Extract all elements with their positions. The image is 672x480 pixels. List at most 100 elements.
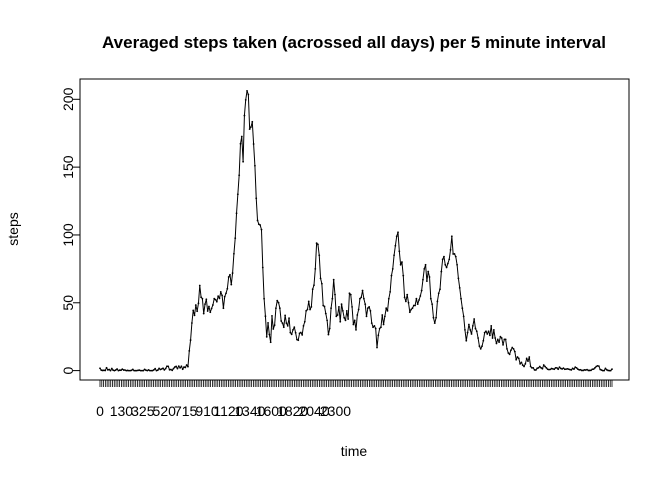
data-point <box>293 326 296 329</box>
data-point <box>520 361 523 364</box>
x-tick-label: 130 <box>110 403 134 419</box>
data-point <box>528 356 531 358</box>
data-point <box>134 369 137 372</box>
data-point <box>310 305 313 308</box>
data-point <box>331 297 334 300</box>
data-point <box>481 345 483 348</box>
data-point <box>219 291 222 293</box>
data-point <box>328 327 331 330</box>
data-point <box>103 369 105 372</box>
data-point <box>374 327 377 330</box>
data-point <box>460 297 462 300</box>
data-point <box>454 255 457 258</box>
data-point <box>424 263 427 266</box>
data-point <box>609 369 612 372</box>
data-point <box>485 330 487 333</box>
data-point <box>247 93 250 96</box>
data-point <box>382 323 385 326</box>
data-point <box>254 164 256 167</box>
data-point <box>608 369 611 372</box>
data-point <box>339 320 342 323</box>
data-point <box>461 307 464 310</box>
data-point <box>394 244 397 247</box>
data-point <box>387 297 390 300</box>
data-point <box>236 193 239 196</box>
data-point <box>422 278 424 281</box>
data-point <box>341 310 344 312</box>
data-point <box>188 350 191 352</box>
data-point <box>162 367 164 370</box>
data-point <box>208 305 210 308</box>
data-point <box>252 143 255 145</box>
data-point <box>197 302 200 305</box>
data-point <box>130 369 133 372</box>
data-point <box>156 369 159 372</box>
data-point <box>372 326 374 329</box>
data-point <box>180 365 183 368</box>
data-point <box>431 303 434 306</box>
data-point <box>478 345 481 348</box>
data-point <box>506 348 508 350</box>
data-point <box>290 333 293 336</box>
data-point <box>163 369 166 371</box>
data-point <box>271 315 273 317</box>
x-tick-label: 520 <box>153 403 177 419</box>
data-point <box>376 346 378 349</box>
data-point <box>402 274 405 277</box>
data-point <box>302 324 305 327</box>
data-point <box>395 235 398 238</box>
data-point <box>259 224 262 226</box>
data-point <box>176 367 179 370</box>
data-point <box>533 369 536 371</box>
data-point <box>555 366 558 369</box>
data-point <box>284 314 287 317</box>
data-point <box>345 310 348 312</box>
data-point <box>233 252 235 255</box>
data-point <box>436 300 439 303</box>
data-point <box>370 322 373 325</box>
data-point <box>273 324 276 327</box>
data-point <box>423 267 426 270</box>
data-point <box>515 358 518 361</box>
data-point <box>469 329 472 331</box>
data-point <box>504 338 507 341</box>
data-point <box>133 369 136 372</box>
data-point <box>369 310 372 312</box>
data-point <box>116 368 118 370</box>
data-point <box>453 253 456 255</box>
data-point <box>313 284 315 287</box>
x-tick-label: 1340 <box>234 403 265 419</box>
data-point <box>351 305 353 308</box>
data-point <box>532 366 535 369</box>
data-point <box>435 316 437 319</box>
data-point <box>588 369 591 372</box>
data-point <box>215 300 218 303</box>
data-point <box>246 89 248 92</box>
x-tick-label: 0 <box>96 403 104 419</box>
data-point <box>521 364 524 367</box>
data-point <box>512 348 515 350</box>
data-point <box>267 321 269 324</box>
data-point <box>352 323 355 326</box>
data-point <box>391 267 394 270</box>
x-tick-label: 2300 <box>320 403 351 419</box>
data-point <box>164 367 167 370</box>
data-point <box>201 297 204 300</box>
data-point <box>491 337 494 339</box>
data-point <box>611 368 613 371</box>
data-point <box>347 318 350 320</box>
data-point <box>500 337 503 339</box>
data-point <box>503 338 506 341</box>
data-point <box>474 327 477 330</box>
data-point <box>318 254 321 257</box>
data-point <box>440 270 443 273</box>
data-point <box>429 297 432 300</box>
data-point <box>229 273 231 276</box>
data-point <box>410 308 413 311</box>
data-point <box>314 267 317 270</box>
data-point <box>447 262 449 265</box>
data-point <box>511 346 514 349</box>
data-point <box>587 369 590 372</box>
